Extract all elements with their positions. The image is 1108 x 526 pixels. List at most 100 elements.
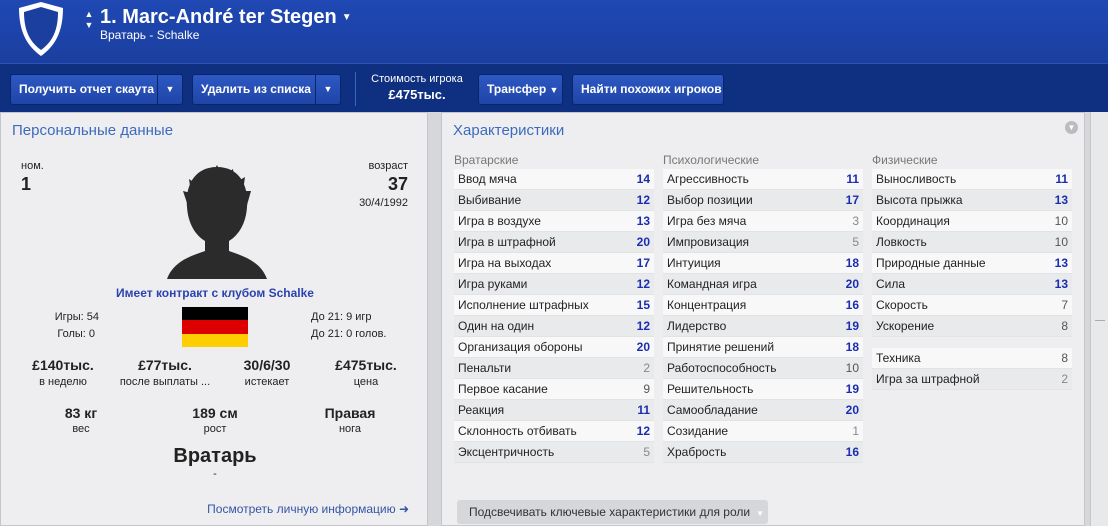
attribute-name: Сила xyxy=(876,277,906,291)
attribute-row[interactable]: Игра в штрафной 20 xyxy=(454,232,654,253)
attribute-row[interactable]: Игра за штрафной 2 xyxy=(872,369,1072,390)
foot-label: нога xyxy=(338,423,362,435)
attribute-row[interactable]: Принятие решений 18 xyxy=(663,337,863,358)
attribute-row[interactable]: Лидерство 19 xyxy=(663,316,863,337)
u21-games: До 21: 9 игр xyxy=(311,311,372,323)
attribute-row[interactable]: Первое касание 9 xyxy=(454,379,654,400)
player-nav-arrows[interactable]: ▲ ▼ xyxy=(83,9,95,31)
attribute-value: 12 xyxy=(636,424,650,438)
attribute-name: Игра за штрафной xyxy=(876,372,980,386)
personal-panel: Персональные данные ном. 1 возраст 37 30… xyxy=(0,112,428,526)
attribute-name: Игра в воздухе xyxy=(458,214,541,228)
next-player-icon[interactable]: ▼ xyxy=(84,20,94,30)
scout-report-button[interactable]: Получить отчет скаута ▼ xyxy=(10,74,183,105)
attribute-row[interactable]: Выносливость 11 xyxy=(872,169,1072,190)
chevron-down-icon[interactable]: ▼ xyxy=(341,12,352,23)
attribute-value: 20 xyxy=(636,235,650,249)
scout-report-label: Получить отчет скаута xyxy=(19,82,155,96)
attribute-row[interactable]: Игра руками 12 xyxy=(454,274,654,295)
attribute-value: 16 xyxy=(845,298,859,312)
cost-value: £475тыс. xyxy=(388,87,446,102)
attribute-row[interactable]: Ввод мяча 14 xyxy=(454,169,654,190)
attribute-row[interactable]: Один на один 12 xyxy=(454,316,654,337)
u21-goals: До 21: 0 голов. xyxy=(311,328,387,340)
attribute-value: 5 xyxy=(852,235,859,249)
attribute-row[interactable]: Интуиция 18 xyxy=(663,253,863,274)
attribute-name: Игра в штрафной xyxy=(458,235,556,249)
attribute-row[interactable]: Созидание 1 xyxy=(663,421,863,442)
mental-column: Психологические Агрессивность 11 Выбор поз… xyxy=(663,153,863,463)
attribute-row[interactable]: Эксцентричность 5 xyxy=(454,442,654,463)
attribute-row[interactable]: Храбрость 16 xyxy=(663,442,863,463)
attribute-row[interactable]: Агрессивность 11 xyxy=(663,169,863,190)
chevron-down-icon: ▼ xyxy=(549,85,559,95)
attribute-name: Импровизация xyxy=(667,235,750,249)
technical-list: Техника 8 Игра за штрафной 2 xyxy=(872,348,1072,390)
attribute-value: 13 xyxy=(1054,193,1068,207)
attribute-row[interactable]: Склонность отбивать 12 xyxy=(454,421,654,442)
remove-from-list-button[interactable]: Удалить из списка ▼ xyxy=(192,74,341,105)
games-count: Игры: 54 xyxy=(54,311,99,323)
scrollbar[interactable] xyxy=(1090,112,1108,526)
player-title[interactable]: 1. Marc-André ter Stegen ▼ xyxy=(100,6,352,29)
attribute-name: Лидерство xyxy=(667,319,727,333)
attribute-row[interactable]: Работоспособность 10 xyxy=(663,358,863,379)
attribute-row[interactable]: Сила 13 xyxy=(872,274,1072,295)
attribute-name: Техника xyxy=(876,351,921,365)
attribute-row[interactable]: Пенальти 2 xyxy=(454,358,654,379)
attribute-row[interactable]: Ловкость 10 xyxy=(872,232,1072,253)
attribute-row[interactable]: Выбивание 12 xyxy=(454,190,654,211)
chevron-down-icon[interactable]: ▼ xyxy=(315,75,340,104)
player-header: ▲ ▼ 1. Marc-André ter Stegen ▼ Вратарь - … xyxy=(0,0,1108,63)
previous-player-icon[interactable]: ▲ xyxy=(84,9,94,19)
attribute-row[interactable]: Командная игра 20 xyxy=(663,274,863,295)
attribute-row[interactable]: Игра в воздухе 13 xyxy=(454,211,654,232)
toolbar: Получить отчет скаута ▼ Удалить из списка… xyxy=(0,63,1108,112)
collapse-icon[interactable]: ▼ xyxy=(1065,121,1078,134)
mental-list: Агрессивность 11 Выбор позиции 17 Игра без м… xyxy=(663,169,863,463)
goals-count: Голы: 0 xyxy=(57,328,95,340)
attribute-row[interactable]: Техника 8 xyxy=(872,348,1072,369)
attribute-row[interactable]: Скорость 7 xyxy=(872,295,1072,316)
goalkeeping-list: Ввод мяча 14 Выбивание 12 Игра в воздухе 13 Иг… xyxy=(454,169,654,463)
attribute-value: 19 xyxy=(845,319,859,333)
attribute-row[interactable]: Самообладание 20 xyxy=(663,400,863,421)
attribute-value: 18 xyxy=(845,340,859,354)
attribute-value: 11 xyxy=(1055,172,1068,186)
attribute-row[interactable]: Природные данные 13 xyxy=(872,253,1072,274)
attribute-row[interactable]: Выбор позиции 17 xyxy=(663,190,863,211)
attribute-name: Храбрость xyxy=(667,445,727,459)
find-similar-button[interactable]: Найти похожих игроков xyxy=(572,74,724,105)
attribute-row[interactable]: Импровизация 5 xyxy=(663,232,863,253)
attribute-row[interactable]: Игра на выходах 17 xyxy=(454,253,654,274)
attribute-value: 12 xyxy=(636,277,650,291)
toolbar-divider xyxy=(355,72,356,106)
attribute-name: Природные данные xyxy=(876,256,986,270)
personal-info-link[interactable]: Посмотреть личную информацию ➜ xyxy=(207,502,409,516)
attribute-row[interactable]: Координация 10 xyxy=(872,211,1072,232)
attribute-value: 14 xyxy=(636,172,650,186)
player-name: 1. Marc-André ter Stegen xyxy=(100,6,337,28)
attribute-name: Пенальти xyxy=(458,361,512,375)
attribute-row[interactable]: Решительность 19 xyxy=(663,379,863,400)
attribute-value: 2 xyxy=(1061,372,1068,386)
attribute-row[interactable]: Исполнение штрафных 15 xyxy=(454,295,654,316)
attribute-value: 11 xyxy=(637,403,650,417)
attribute-value: 3 xyxy=(852,214,859,228)
attribute-name: Исполнение штрафных xyxy=(458,298,589,312)
player-subtitle: Вратарь - Schalke xyxy=(100,28,200,42)
role-highlight-button[interactable]: Подсвечивать ключевые характеристики для… xyxy=(457,500,768,524)
attribute-row[interactable]: Концентрация 16 xyxy=(663,295,863,316)
transfer-button[interactable]: Трансфер ▼ xyxy=(478,74,563,105)
attribute-row[interactable]: Игра без мяча 3 xyxy=(663,211,863,232)
personal-title: Персональные данные xyxy=(12,122,174,139)
attribute-name: Концентрация xyxy=(667,298,747,312)
contract-status[interactable]: Имеет контракт с клубом Schalke xyxy=(116,286,314,300)
attribute-name: Игра без мяча xyxy=(667,214,747,228)
attribute-row[interactable]: Организация обороны 20 xyxy=(454,337,654,358)
attribute-row[interactable]: Ускорение 8 xyxy=(872,316,1072,337)
nationality-flag xyxy=(182,307,248,347)
attribute-row[interactable]: Реакция 11 xyxy=(454,400,654,421)
chevron-down-icon[interactable]: ▼ xyxy=(157,75,182,104)
attribute-row[interactable]: Высота прыжка 13 xyxy=(872,190,1072,211)
